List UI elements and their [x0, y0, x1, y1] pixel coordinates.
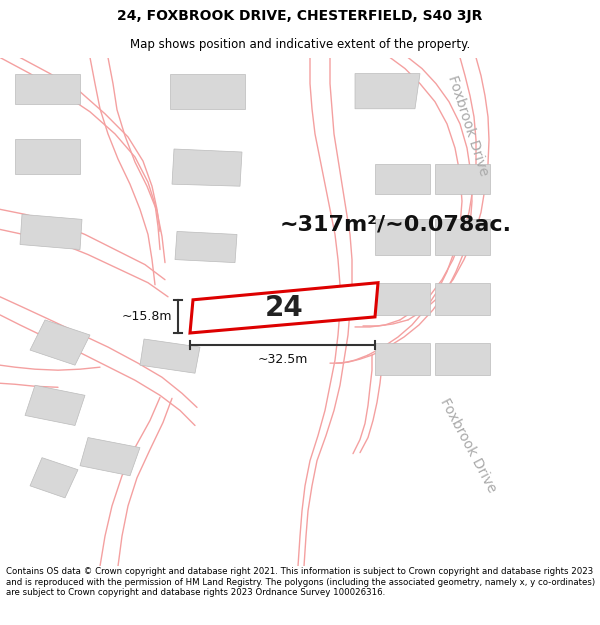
Text: 24, FOXBROOK DRIVE, CHESTERFIELD, S40 3JR: 24, FOXBROOK DRIVE, CHESTERFIELD, S40 3J… [118, 9, 482, 23]
Text: Contains OS data © Crown copyright and database right 2021. This information is : Contains OS data © Crown copyright and d… [6, 568, 595, 598]
Text: ~15.8m: ~15.8m [121, 310, 172, 323]
Polygon shape [140, 339, 200, 373]
Polygon shape [15, 74, 80, 104]
Polygon shape [20, 214, 82, 249]
Polygon shape [375, 219, 430, 254]
Polygon shape [175, 231, 237, 262]
Text: Foxbrook Drive: Foxbrook Drive [445, 74, 491, 178]
Text: Foxbrook Drive: Foxbrook Drive [437, 396, 499, 495]
Polygon shape [190, 282, 378, 333]
Text: 24: 24 [265, 294, 304, 322]
Polygon shape [435, 343, 490, 375]
Text: ~32.5m: ~32.5m [257, 353, 308, 366]
Polygon shape [435, 164, 490, 194]
Polygon shape [375, 343, 430, 375]
Polygon shape [435, 219, 490, 254]
Text: ~317m²/~0.078ac.: ~317m²/~0.078ac. [280, 214, 512, 234]
Polygon shape [355, 74, 420, 109]
Polygon shape [30, 320, 90, 365]
Polygon shape [170, 74, 245, 109]
Polygon shape [80, 438, 140, 476]
Polygon shape [375, 164, 430, 194]
Polygon shape [15, 139, 80, 174]
Polygon shape [172, 149, 242, 186]
Polygon shape [375, 282, 430, 315]
Text: Map shows position and indicative extent of the property.: Map shows position and indicative extent… [130, 38, 470, 51]
Polygon shape [30, 458, 78, 498]
Polygon shape [25, 385, 85, 426]
Polygon shape [435, 282, 490, 315]
